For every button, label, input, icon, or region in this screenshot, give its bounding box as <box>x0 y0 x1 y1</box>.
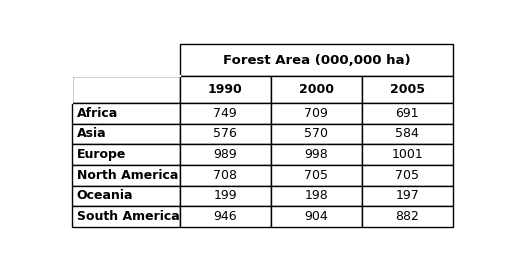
Text: 1990: 1990 <box>208 83 243 96</box>
Text: 198: 198 <box>305 189 328 202</box>
Text: 709: 709 <box>305 107 328 120</box>
Text: 576: 576 <box>214 127 237 140</box>
Text: Africa: Africa <box>77 107 118 120</box>
Text: 998: 998 <box>305 148 328 161</box>
Text: 708: 708 <box>214 169 238 182</box>
Bar <box>72 103 180 124</box>
Bar <box>362 76 453 103</box>
Text: 691: 691 <box>396 107 419 120</box>
Text: 1001: 1001 <box>392 148 423 161</box>
Text: 946: 946 <box>214 210 237 223</box>
Text: 199: 199 <box>214 189 237 202</box>
Bar <box>72 76 180 103</box>
Text: Asia: Asia <box>77 127 106 140</box>
Bar <box>362 103 453 124</box>
Bar <box>180 165 271 186</box>
Text: 904: 904 <box>305 210 328 223</box>
Bar <box>271 206 362 227</box>
Bar <box>362 124 453 144</box>
Text: 2005: 2005 <box>390 83 425 96</box>
Text: 749: 749 <box>214 107 237 120</box>
Bar <box>180 103 271 124</box>
Bar <box>180 186 271 206</box>
Text: 705: 705 <box>395 169 419 182</box>
Text: 197: 197 <box>395 189 419 202</box>
Text: Europe: Europe <box>77 148 126 161</box>
Bar <box>72 124 180 144</box>
Text: South America: South America <box>77 210 179 223</box>
Bar <box>180 76 271 103</box>
Bar <box>271 76 362 103</box>
Bar <box>271 165 362 186</box>
Text: 2000: 2000 <box>299 83 334 96</box>
Bar <box>180 144 271 165</box>
Bar <box>271 103 362 124</box>
Text: North America: North America <box>77 169 178 182</box>
Bar <box>271 124 362 144</box>
Bar <box>72 165 180 186</box>
Text: Oceania: Oceania <box>77 189 133 202</box>
Bar <box>362 206 453 227</box>
Bar <box>180 206 271 227</box>
Bar <box>271 186 362 206</box>
Text: 705: 705 <box>304 169 328 182</box>
Text: Forest Area (000,000 ha): Forest Area (000,000 ha) <box>223 54 410 67</box>
Bar <box>271 144 362 165</box>
Bar <box>180 124 271 144</box>
Bar <box>362 186 453 206</box>
Bar <box>72 144 180 165</box>
Bar <box>72 206 180 227</box>
Text: 989: 989 <box>214 148 237 161</box>
Text: 570: 570 <box>304 127 328 140</box>
Bar <box>362 165 453 186</box>
Bar <box>180 44 453 76</box>
Text: 882: 882 <box>395 210 419 223</box>
Text: 584: 584 <box>395 127 419 140</box>
Bar <box>362 144 453 165</box>
Bar <box>72 186 180 206</box>
